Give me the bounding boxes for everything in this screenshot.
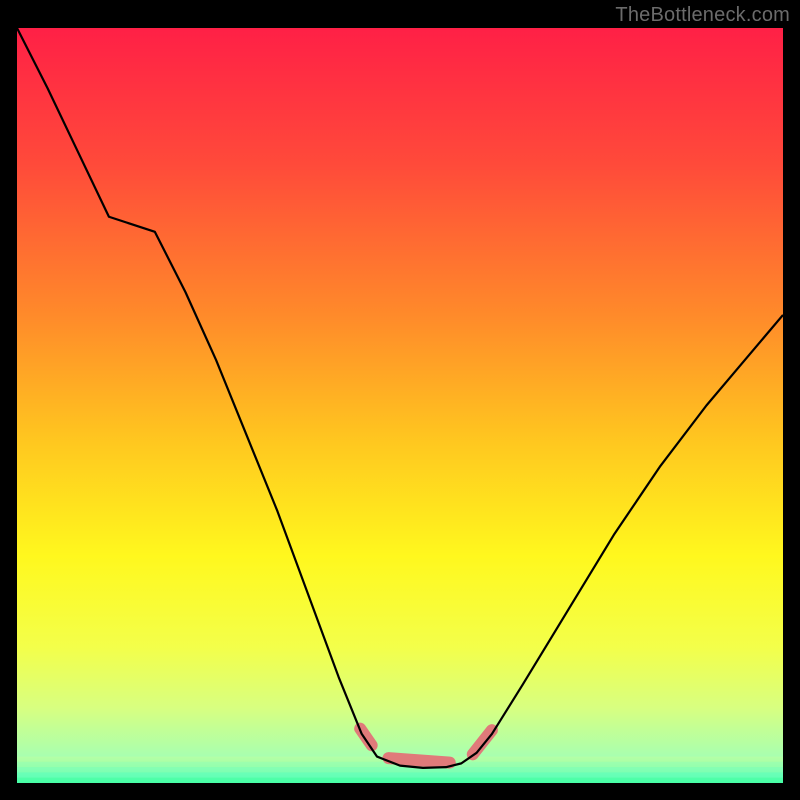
- chart-frame: TheBottleneck.com: [0, 0, 800, 800]
- plot-area: [17, 28, 783, 783]
- watermark-text: TheBottleneck.com: [615, 4, 790, 27]
- bottleneck-curve: [17, 28, 783, 783]
- curve-line: [17, 28, 783, 768]
